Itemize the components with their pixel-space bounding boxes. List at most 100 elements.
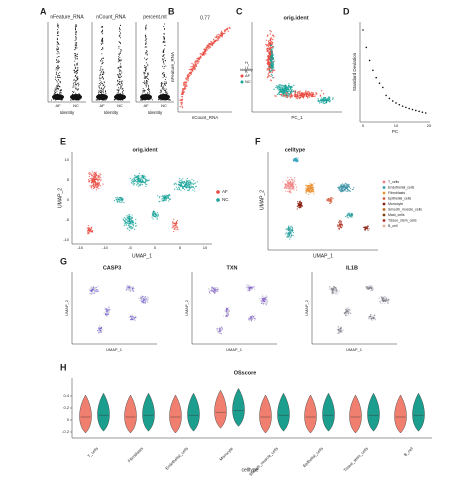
dot — [193, 65, 195, 68]
dot — [264, 297, 266, 300]
dot — [77, 69, 79, 71]
dot — [322, 102, 324, 104]
dot — [94, 174, 96, 176]
dot — [101, 91, 103, 93]
dot — [130, 216, 132, 218]
dot — [310, 190, 312, 192]
dot — [349, 187, 352, 190]
dot — [308, 193, 310, 196]
dot — [131, 316, 133, 318]
dot — [369, 315, 372, 317]
dot — [162, 72, 164, 74]
dot — [330, 289, 333, 291]
dot — [95, 171, 97, 173]
dot — [290, 85, 292, 88]
violin — [52, 94, 64, 100]
dot — [228, 310, 231, 312]
dot — [127, 288, 129, 290]
dot — [129, 220, 132, 222]
dot — [122, 219, 125, 221]
dot — [345, 216, 347, 218]
dot — [118, 76, 120, 78]
dot — [57, 61, 59, 63]
dot — [97, 289, 99, 291]
dot — [105, 93, 107, 95]
dot — [372, 288, 374, 290]
dot — [269, 57, 272, 59]
dot — [181, 105, 183, 107]
dot — [271, 74, 273, 77]
dot — [129, 290, 132, 292]
dot — [117, 79, 119, 81]
violin — [277, 392, 290, 432]
dot — [100, 176, 102, 178]
dot — [349, 190, 351, 192]
dot — [56, 76, 58, 78]
dot — [101, 53, 103, 55]
dot — [347, 314, 350, 316]
dot — [102, 71, 104, 73]
dot — [222, 32, 225, 35]
x-tick-label: Endothelial_cells — [164, 446, 189, 471]
plot-title: IL1B — [346, 265, 358, 271]
dot — [293, 90, 295, 92]
dot — [104, 85, 106, 87]
dot — [336, 291, 338, 293]
dot — [174, 223, 176, 225]
dot — [307, 188, 309, 191]
dot — [372, 318, 375, 320]
dot — [163, 37, 165, 39]
dot — [367, 226, 369, 228]
dot — [126, 216, 129, 219]
dot — [90, 172, 92, 174]
dot — [98, 175, 100, 177]
legend-swatch — [382, 224, 386, 228]
dot — [100, 174, 102, 176]
dot — [306, 187, 309, 190]
dot — [272, 76, 274, 79]
dot — [144, 65, 146, 67]
dot — [295, 157, 297, 159]
dot — [144, 83, 146, 85]
dot — [58, 56, 60, 58]
dot — [187, 180, 189, 182]
dot — [97, 175, 99, 177]
dot — [146, 24, 148, 26]
dot — [120, 70, 122, 72]
dot — [130, 228, 132, 230]
dot — [164, 85, 166, 87]
dot — [55, 92, 57, 94]
dot — [103, 87, 105, 89]
dot — [216, 34, 218, 36]
dot — [217, 288, 219, 290]
dot — [117, 92, 119, 94]
dot — [351, 188, 354, 191]
dot — [74, 68, 76, 70]
dot — [418, 110, 420, 113]
dot — [208, 291, 211, 293]
dot — [58, 60, 60, 62]
dot — [91, 227, 93, 229]
dot — [193, 183, 195, 185]
dot — [267, 45, 270, 48]
dot — [126, 286, 128, 288]
dot — [57, 25, 59, 27]
dot — [286, 90, 289, 93]
dot — [147, 74, 149, 76]
dot — [216, 287, 219, 289]
dot — [143, 178, 145, 180]
x-label: nCount_RNA — [192, 115, 219, 120]
dot — [285, 185, 287, 187]
dot — [314, 95, 316, 98]
dot — [327, 199, 329, 201]
dot — [188, 180, 190, 182]
dot — [138, 297, 140, 299]
dot — [60, 89, 62, 91]
dot — [282, 93, 284, 96]
dot — [149, 91, 151, 93]
dot — [56, 61, 58, 63]
dot — [288, 191, 290, 193]
dot — [252, 318, 254, 320]
dot — [94, 287, 96, 289]
dot — [122, 198, 124, 200]
